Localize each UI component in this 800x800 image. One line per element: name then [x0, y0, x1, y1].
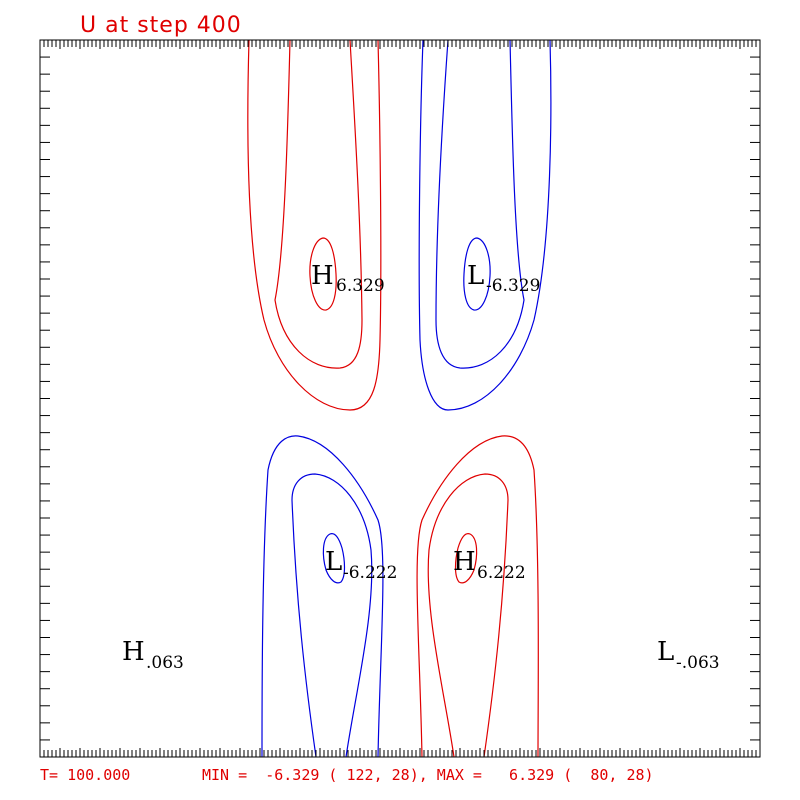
- extremum-value: 6.222: [477, 563, 526, 583]
- extrema-label-l-right: L -.063: [657, 637, 720, 673]
- extrema-label-h-top: H 6.329: [311, 261, 385, 296]
- extrema-label-l-bottom: L -6.222: [325, 547, 397, 583]
- contour-positive-top-core: [309, 237, 337, 311]
- frame-ticks: [39, 39, 761, 758]
- extremum-type: H: [453, 547, 476, 577]
- extremum-value: -.063: [676, 653, 720, 673]
- footer-time: T= 100.000: [40, 766, 130, 784]
- footer-minmax: MIN = -6.329 ( 122, 28), MAX = 6.329 ( 8…: [202, 766, 654, 784]
- extremum-type: L: [325, 547, 342, 577]
- extremum-type: L: [467, 261, 484, 291]
- contour-negative-bottom-outer: [261, 435, 384, 758]
- chart-title: U at step 400: [80, 13, 242, 38]
- extrema-label-h-bottom: H 6.222: [453, 547, 526, 583]
- contour-negative-top-inner: [435, 39, 525, 369]
- extremum-type: H: [122, 637, 145, 667]
- extremum-type: H: [311, 261, 334, 291]
- contour-negative-top-outer: [418, 39, 552, 411]
- contour-negative-bottom-inner: [291, 473, 373, 758]
- contour-negative-bottom-core: [322, 533, 346, 584]
- extrema-label-h-left: H .063: [122, 637, 184, 673]
- extremum-value: -6.329: [486, 276, 540, 296]
- plot-frame: [39, 39, 761, 758]
- extremum-value: -6.222: [343, 563, 397, 583]
- contour-positive-top-inner: [274, 39, 363, 369]
- extremum-value: 6.329: [336, 276, 385, 296]
- extremum-type: L: [657, 637, 674, 667]
- contour-lines: [247, 39, 552, 758]
- contour-positive-bottom-core: [454, 533, 478, 584]
- contour-positive-bottom-outer: [416, 435, 539, 758]
- extrema-label-l-top: L -6.329: [467, 261, 540, 296]
- extremum-value: .063: [146, 653, 184, 673]
- contour-positive-bottom-inner: [427, 473, 509, 758]
- contour-negative-top-core: [463, 237, 491, 311]
- contour-positive-top-outer: [247, 39, 382, 411]
